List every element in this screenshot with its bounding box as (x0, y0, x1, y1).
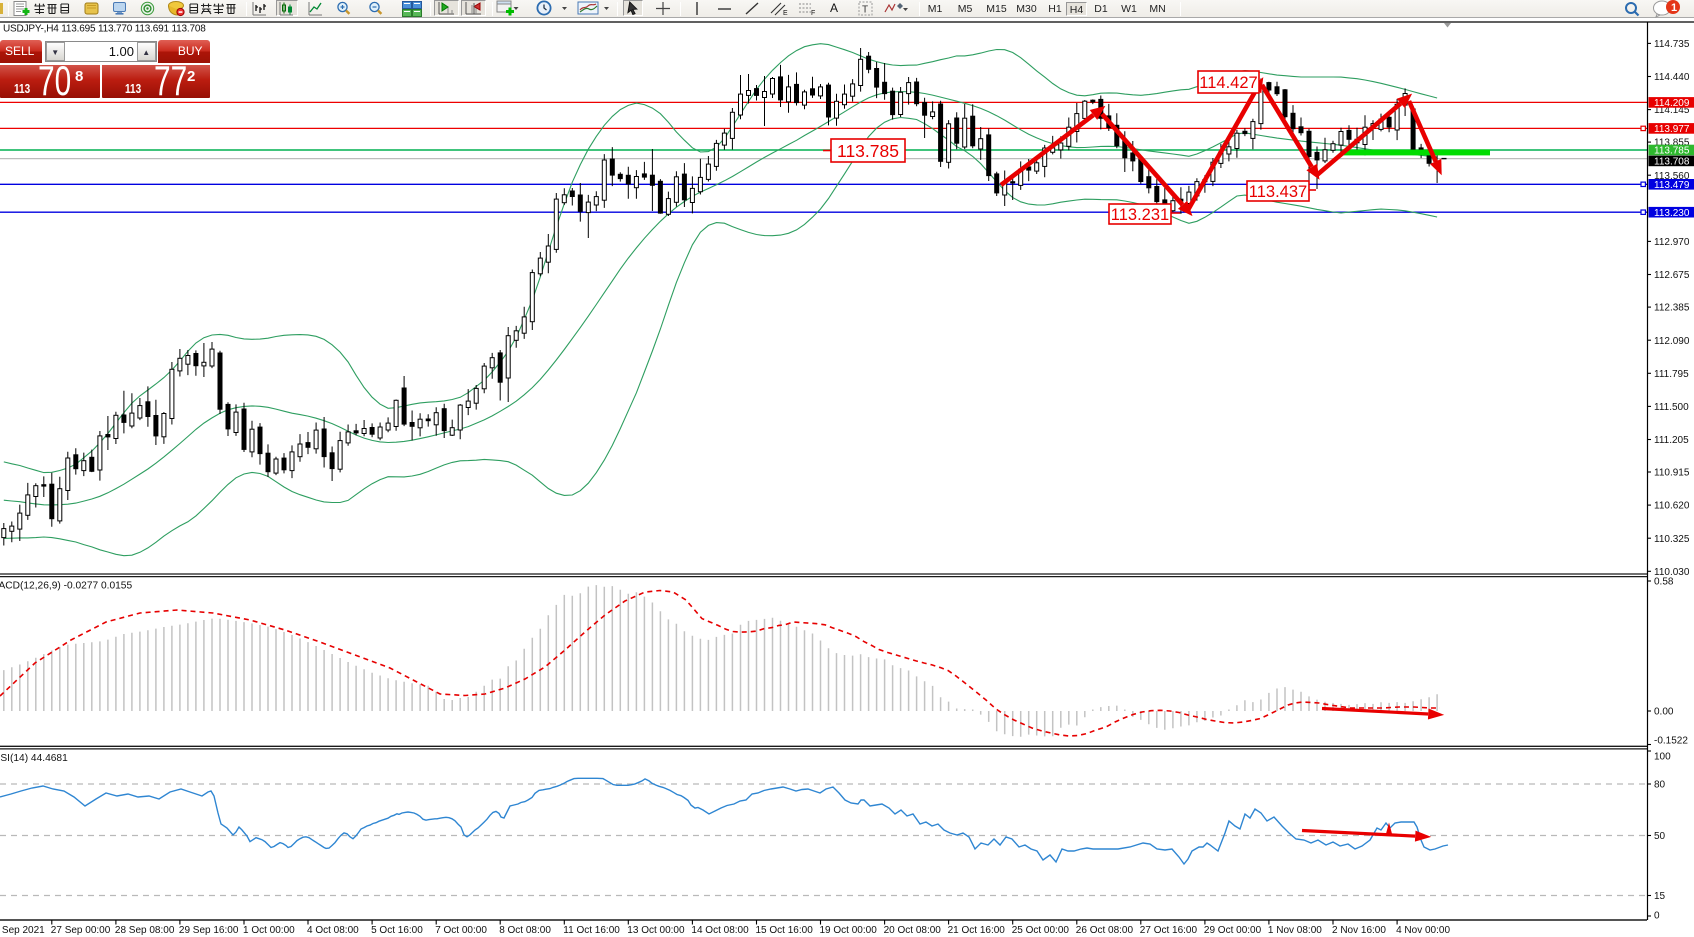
svg-text:113.785: 113.785 (837, 141, 899, 161)
svg-text:113.231: 113.231 (1111, 206, 1169, 224)
svg-text:1 Nov 08:00: 1 Nov 08:00 (1268, 925, 1322, 936)
svg-text:27 Oct 16:00: 27 Oct 16:00 (1140, 925, 1198, 936)
svg-text:29 Sep 16:00: 29 Sep 16:00 (179, 925, 239, 936)
svg-text:2 Nov 16:00: 2 Nov 16:00 (1332, 925, 1386, 936)
svg-text:112.090: 112.090 (1654, 336, 1690, 347)
svg-text:114.209: 114.209 (1654, 98, 1690, 109)
svg-text:0.58: 0.58 (1654, 577, 1674, 588)
svg-text:27 Sep 00:00: 27 Sep 00:00 (51, 925, 111, 936)
svg-text:112.385: 112.385 (1654, 303, 1690, 314)
svg-text:RSI(14) 44.4681: RSI(14) 44.4681 (0, 753, 68, 764)
svg-text:113.855: 113.855 (1654, 138, 1690, 149)
svg-text:20 Oct 08:00: 20 Oct 08:00 (884, 925, 942, 936)
svg-text:T: T (862, 5, 868, 16)
svg-text:110.325: 110.325 (1654, 534, 1690, 545)
svg-text:113.785: 113.785 (1654, 146, 1690, 157)
svg-text:111.795: 111.795 (1654, 369, 1689, 380)
svg-text:25 Oct 00:00: 25 Oct 00:00 (1012, 925, 1070, 936)
svg-text:14 Oct 08:00: 14 Oct 08:00 (691, 925, 749, 936)
svg-text:112.675: 112.675 (1654, 270, 1690, 281)
svg-text:113.977: 113.977 (1654, 124, 1690, 135)
svg-text:13 Oct 00:00: 13 Oct 00:00 (627, 925, 685, 936)
svg-text:15 Oct 16:00: 15 Oct 16:00 (756, 925, 814, 936)
svg-text:114.440: 114.440 (1654, 72, 1690, 83)
svg-text:114.735: 114.735 (1654, 39, 1690, 50)
svg-text:29 Oct 00:00: 29 Oct 00:00 (1204, 925, 1262, 936)
svg-text:1 Oct 00:00: 1 Oct 00:00 (243, 925, 295, 936)
svg-text:11 Oct 16:00: 11 Oct 16:00 (563, 925, 620, 936)
svg-text:8 Oct 08:00: 8 Oct 08:00 (499, 925, 551, 936)
svg-text:24 Sep 2021: 24 Sep 2021 (0, 925, 45, 936)
svg-text:-0.1522: -0.1522 (1654, 736, 1688, 747)
svg-text:110.915: 110.915 (1654, 468, 1690, 479)
svg-text:5 Oct 16:00: 5 Oct 16:00 (371, 925, 423, 936)
svg-text:F: F (811, 10, 815, 16)
svg-text:80: 80 (1654, 780, 1666, 791)
svg-text:26 Oct 08:00: 26 Oct 08:00 (1076, 925, 1134, 936)
svg-text:19 Oct 00:00: 19 Oct 00:00 (820, 925, 878, 936)
svg-text:113.230: 113.230 (1654, 208, 1690, 219)
svg-text:114.427: 114.427 (1199, 74, 1257, 92)
svg-text:114.145: 114.145 (1654, 105, 1690, 116)
svg-text:4 Nov 00:00: 4 Nov 00:00 (1396, 925, 1450, 936)
svg-text:113.437: 113.437 (1249, 183, 1307, 201)
svg-text:0: 0 (1654, 911, 1660, 922)
svg-text:0.00: 0.00 (1654, 707, 1674, 718)
svg-text:MACD(12,26,9) -0.0277 0.0155: MACD(12,26,9) -0.0277 0.0155 (0, 581, 132, 592)
svg-text:113.479: 113.479 (1654, 180, 1690, 191)
svg-text:4 Oct 08:00: 4 Oct 08:00 (307, 925, 359, 936)
svg-text:1: 1 (1671, 2, 1677, 14)
svg-text:E: E (783, 10, 788, 16)
svg-text:111.205: 111.205 (1654, 435, 1689, 446)
svg-text:28 Sep 08:00: 28 Sep 08:00 (115, 925, 175, 936)
svg-text:110.030: 110.030 (1654, 567, 1690, 578)
svg-text:7 Oct 00:00: 7 Oct 00:00 (435, 925, 487, 936)
svg-text:110.620: 110.620 (1654, 501, 1690, 512)
svg-text:113.560: 113.560 (1654, 171, 1690, 182)
svg-text:113.708: 113.708 (1654, 157, 1690, 168)
svg-text:100: 100 (1654, 752, 1671, 763)
svg-text:112.970: 112.970 (1654, 237, 1690, 248)
svg-text:USDJPY-,H4 113.695 113.770 11: USDJPY-,H4 113.695 113.770 113.691 113.7… (3, 24, 206, 35)
svg-text:21 Oct 16:00: 21 Oct 16:00 (948, 925, 1006, 936)
svg-text:15: 15 (1654, 891, 1666, 902)
svg-text:50: 50 (1654, 831, 1666, 842)
svg-text:111.500: 111.500 (1654, 402, 1689, 413)
